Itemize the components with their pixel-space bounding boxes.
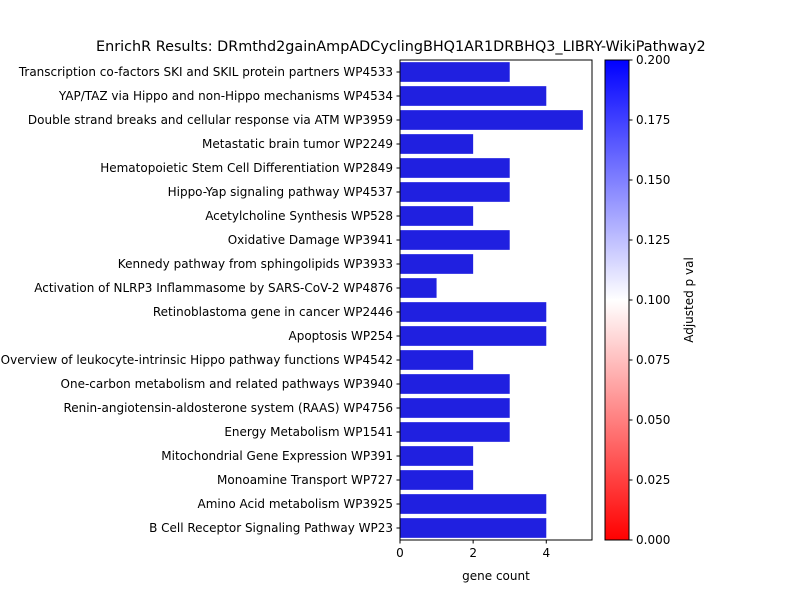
bar — [400, 62, 510, 82]
colorbar-tick-label: 0.100 — [636, 293, 670, 307]
plot-frame — [399, 59, 593, 541]
x-tick-label: 2 — [469, 546, 477, 560]
y-tick-label: B Cell Receptor Signaling Pathway WP23 — [149, 521, 393, 535]
bar — [400, 470, 474, 490]
colorbar-tick-label: 0.200 — [636, 53, 670, 67]
colorbar-tick-label: 0.000 — [636, 533, 670, 547]
x-tick-label: 4 — [542, 546, 550, 560]
y-tick-label: Amino Acid metabolism WP3925 — [197, 497, 393, 511]
y-tick-label: Energy Metabolism WP1541 — [224, 425, 393, 439]
y-tick-label: Double strand breaks and cellular respon… — [28, 113, 393, 127]
bar — [400, 398, 510, 418]
bar — [400, 158, 510, 178]
bar — [400, 326, 547, 346]
colorbar-label: Adjusted p val — [682, 257, 696, 343]
bar — [400, 182, 510, 202]
bars-layer — [400, 62, 583, 538]
y-tick-label: One-carbon metabolism and related pathwa… — [61, 377, 393, 391]
colorbar-gradient — [604, 59, 630, 541]
bar — [400, 206, 474, 226]
y-tick-label: Renin-angiotensin-aldosterone system (RA… — [63, 401, 393, 415]
y-tick-label: Hematopoietic Stem Cell Differentiation … — [100, 161, 393, 175]
colorbar-tick-label: 0.125 — [636, 233, 670, 247]
x-tick-label: 0 — [396, 546, 404, 560]
bar — [400, 518, 547, 538]
y-tick-label: Monoamine Transport WP727 — [217, 473, 393, 487]
y-tick-label: Acetylcholine Synthesis WP528 — [205, 209, 393, 223]
y-tick-label: Activation of NLRP3 Inflammasome by SARS… — [34, 281, 393, 295]
bar — [400, 134, 474, 154]
bar — [400, 302, 547, 322]
bar — [400, 254, 474, 274]
chart-title: EnrichR Results: DRmthd2gainAmpADCycling… — [96, 39, 706, 55]
colorbar-tick-label: 0.150 — [636, 173, 670, 187]
bar — [400, 86, 547, 106]
colorbar-ticks: 0.000 0.025 0.050 0.075 0.100 0.125 0.150 0.175… — [629, 53, 670, 547]
colorbar-tick-label: 0.075 — [636, 353, 670, 367]
bar — [400, 374, 510, 394]
colorbar-tick-label: 0.025 — [636, 473, 670, 487]
bar — [400, 278, 437, 298]
bar — [400, 110, 583, 130]
y-tick-label: Retinoblastoma gene in cancer WP2446 — [153, 305, 393, 319]
y-tick-label: Hippo-Yap signaling pathway WP4537 — [168, 185, 393, 199]
y-tick-label: Apoptosis WP254 — [289, 329, 394, 343]
x-axis: 0 2 4 — [396, 540, 550, 560]
bar — [400, 350, 474, 370]
y-tick-labels: Transcription co-factors SKI and SKIL pr… — [1, 65, 400, 535]
y-tick-label: Transcription co-factors SKI and SKIL pr… — [18, 65, 393, 79]
bar — [400, 494, 547, 514]
y-tick-label: YAP/TAZ via Hippo and non-Hippo mechanis… — [58, 89, 393, 103]
bar — [400, 422, 510, 442]
colorbar-tick-label: 0.175 — [636, 113, 670, 127]
colorbar-tick-label: 0.050 — [636, 413, 670, 427]
bar — [400, 446, 474, 466]
bar — [400, 230, 510, 250]
y-tick-label: Oxidative Damage WP3941 — [228, 233, 393, 247]
x-axis-label: gene count — [462, 569, 530, 583]
colorbar: 0.000 0.025 0.050 0.075 0.100 0.125 0.150 0.175… — [604, 53, 696, 547]
y-tick-label: Metastatic brain tumor WP2249 — [202, 137, 393, 151]
y-tick-label: Kennedy pathway from sphingolipids WP393… — [118, 257, 393, 271]
y-tick-label: Mitochondrial Gene Expression WP391 — [161, 449, 393, 463]
y-tick-label: Overview of leukocyte-intrinsic Hippo pa… — [1, 353, 393, 367]
